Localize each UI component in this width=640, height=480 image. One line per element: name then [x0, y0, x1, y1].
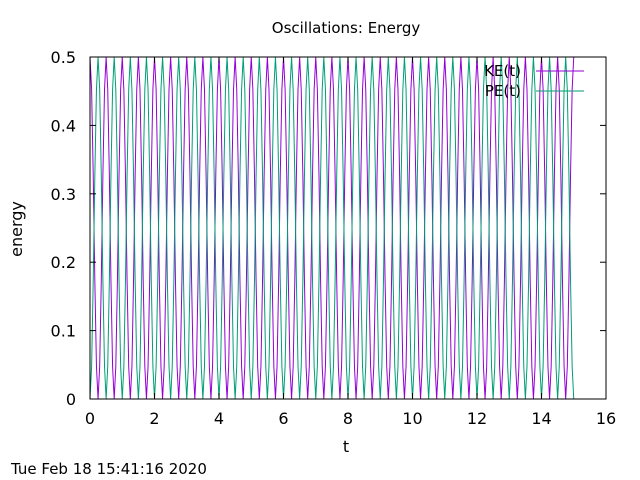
- legend-label: KE(t): [484, 62, 521, 80]
- x-tick-label: 6: [278, 409, 288, 428]
- plot-frame: [89, 56, 607, 400]
- ticks-layer: 0 2 4 6 8 10 12 14 16 0 0.1 0.2 0.3 0.4 0.5: [51, 48, 617, 428]
- y-tick-label: 0.1: [51, 322, 76, 341]
- x-axis-label: t: [343, 437, 349, 456]
- y-axis-label: energy: [7, 201, 26, 257]
- series-line-pet: [89, 56, 575, 400]
- x-tick-label: 8: [343, 409, 353, 428]
- legend-label: PE(t): [485, 82, 521, 100]
- x-tick-label: 12: [467, 409, 487, 428]
- series-line-ket: [89, 56, 575, 400]
- x-tick-label: 14: [531, 409, 551, 428]
- y-tick-label: 0.3: [51, 185, 76, 204]
- series-layer: [89, 56, 575, 400]
- x-tick-label: 2: [149, 409, 159, 428]
- x-tick-label: 4: [214, 409, 224, 428]
- y-tick-label: 0: [66, 390, 76, 409]
- x-tick-label: 16: [596, 409, 616, 428]
- timestamp: Tue Feb 18 15:41:16 2020: [10, 460, 207, 478]
- y-tick-label: 0.4: [51, 116, 76, 135]
- x-tick-label: 0: [85, 409, 95, 428]
- y-tick-label: 0.5: [51, 48, 76, 67]
- y-tick-label: 0.2: [51, 253, 76, 272]
- chart-title: Oscillations: Energy: [272, 19, 421, 37]
- legend: KE(t) PE(t): [484, 62, 584, 100]
- x-tick-label: 10: [402, 409, 422, 428]
